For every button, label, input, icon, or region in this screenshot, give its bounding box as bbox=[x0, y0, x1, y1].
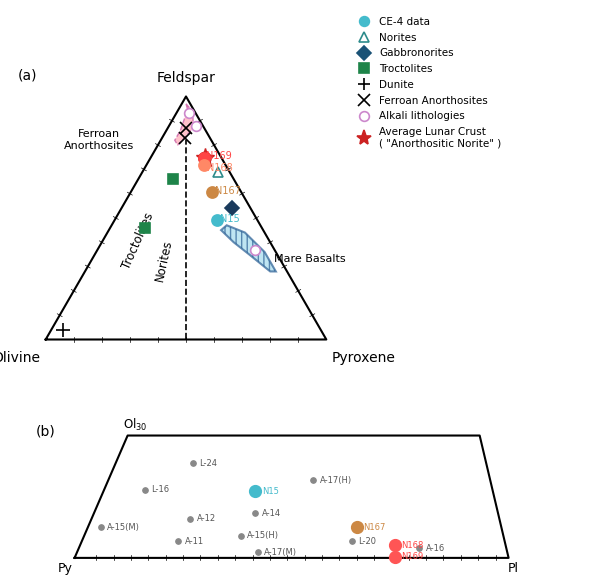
Legend: CE-4 data, Norites, Gabbronorites, Troctolites, Dunite, Ferroan Anorthosites, Al: CE-4 data, Norites, Gabbronorites, Troct… bbox=[353, 17, 502, 149]
Text: A-16: A-16 bbox=[425, 544, 445, 553]
Text: A-12: A-12 bbox=[197, 515, 216, 523]
Text: Olivine: Olivine bbox=[0, 351, 40, 364]
Text: A-17(H): A-17(H) bbox=[320, 475, 352, 485]
Polygon shape bbox=[221, 225, 276, 271]
Text: A-14: A-14 bbox=[262, 509, 281, 518]
Text: N167: N167 bbox=[215, 186, 241, 196]
Text: Norites: Norites bbox=[153, 239, 175, 283]
Text: L-16: L-16 bbox=[151, 485, 169, 494]
Text: A-11: A-11 bbox=[185, 537, 203, 546]
Polygon shape bbox=[175, 104, 193, 145]
Text: N15: N15 bbox=[220, 214, 240, 224]
Text: A-15(M): A-15(M) bbox=[107, 523, 140, 532]
Text: Feldspar: Feldspar bbox=[157, 71, 215, 85]
Text: Pl: Pl bbox=[508, 562, 519, 575]
Text: N169: N169 bbox=[206, 151, 232, 161]
Text: Pyroxene: Pyroxene bbox=[332, 351, 396, 364]
Text: (b): (b) bbox=[36, 424, 56, 438]
Text: A-15(H): A-15(H) bbox=[247, 531, 279, 540]
Text: N168: N168 bbox=[401, 541, 424, 550]
Text: Py: Py bbox=[58, 562, 73, 575]
Text: Mare Basalts: Mare Basalts bbox=[274, 254, 345, 264]
Text: N169: N169 bbox=[401, 552, 424, 561]
Text: N15: N15 bbox=[262, 486, 278, 496]
Text: L-24: L-24 bbox=[199, 459, 217, 468]
Text: Ferroan
Anorthosites: Ferroan Anorthosites bbox=[64, 130, 134, 151]
Text: A-17(M): A-17(M) bbox=[264, 548, 297, 557]
Text: Troctolites: Troctolites bbox=[120, 211, 157, 271]
Text: N167: N167 bbox=[363, 523, 385, 532]
Text: Ol$_{30}$: Ol$_{30}$ bbox=[123, 417, 147, 432]
Text: N168: N168 bbox=[207, 163, 233, 173]
Text: (a): (a) bbox=[17, 69, 37, 83]
Text: L-20: L-20 bbox=[358, 537, 376, 546]
